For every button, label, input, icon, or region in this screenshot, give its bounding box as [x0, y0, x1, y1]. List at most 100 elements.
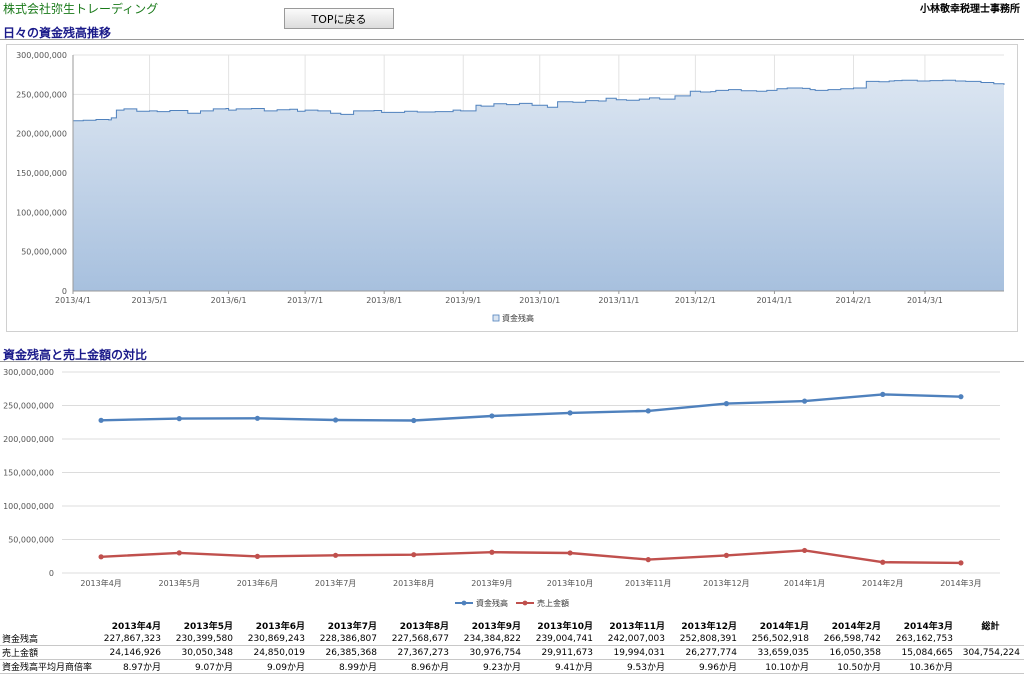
x-tick-label: 2013/9/1: [445, 296, 481, 305]
balance-point: [567, 410, 573, 416]
x-tick-label: 2014年3月: [940, 578, 981, 588]
top-button[interactable]: TOPに戻る: [284, 8, 394, 29]
table-cell: 9.96か月: [669, 659, 741, 674]
summary-table: 2013年4月 2013年5月 2013年6月 2013年7月 2013年8月 …: [0, 619, 1024, 674]
x-tick-label: 2013/5/1: [132, 296, 168, 305]
x-tick-label: 2013/10/1: [519, 296, 560, 305]
legend-marker: [461, 600, 467, 606]
y-tick-label: 300,000,000: [16, 51, 67, 60]
x-tick-label: 2014/1/1: [756, 296, 792, 305]
x-tick-label: 2013/11/1: [598, 296, 639, 305]
table-cell: 24,850,019: [237, 645, 309, 660]
sales-point: [645, 557, 651, 563]
sales-point: [489, 549, 495, 555]
column-header: 2014年1月: [759, 622, 809, 632]
legend-label: 売上金額: [537, 598, 569, 608]
x-tick-label: 2014年2月: [862, 578, 903, 588]
table-row: 資金残高 227,867,323 230,399,580 230,869,243…: [0, 632, 1024, 646]
balance-point: [254, 415, 261, 421]
y-tick-label: 0: [62, 287, 67, 296]
column-header: 2013年11月: [609, 622, 665, 632]
row-label: 資金残高平均月商倍率: [0, 659, 92, 674]
balance-area-line: [73, 79, 1005, 122]
table-cell: 29,911,673: [525, 645, 597, 660]
legend-swatch: [492, 314, 500, 322]
y-tick-label: 200,000,000: [16, 130, 67, 139]
sales-point: [254, 553, 261, 559]
table-row: 資金残高平均月商倍率 8.97か月 9.07か月 9.09か月 8.99か月 8…: [0, 659, 1024, 674]
column-header-total: 総計: [981, 622, 1000, 632]
comparison-title: 資金残高と売上金額の対比: [3, 348, 148, 362]
table-cell: 9.09か月: [237, 659, 309, 674]
table-cell: [957, 659, 1024, 674]
balance-line: [101, 393, 961, 422]
sales-point: [567, 550, 573, 556]
table-cell: [957, 632, 1024, 646]
table-cell: 30,976,754: [453, 645, 525, 660]
table-cell: 19,994,031: [597, 645, 669, 660]
balance-point: [176, 416, 182, 422]
x-tick-label: 2013/12/1: [675, 296, 716, 305]
balance-point: [801, 398, 808, 404]
table-cell: 227,568,677: [381, 632, 453, 646]
column-header: 2013年12月: [681, 622, 737, 632]
column-header: 2013年8月: [399, 622, 449, 632]
y-tick-label: 0: [49, 569, 54, 578]
sales-point: [98, 554, 104, 560]
table-cell: 304,754,224: [957, 645, 1024, 660]
balance-area: [73, 80, 1004, 291]
daily-balance-chart: 0 50,000,000 100,000,000 150,000,000 200,000…: [6, 44, 1018, 332]
table-cell: 227,867,323: [88, 632, 165, 646]
x-tick-label: 2014/3/1: [907, 296, 943, 305]
sales-line: [101, 549, 961, 565]
table-row: 売上金額 24,146,926 30,050,348 24,850,019 26…: [0, 645, 1024, 660]
table-header-row: 2013年4月 2013年5月 2013年6月 2013年7月 2013年8月 …: [0, 619, 1024, 632]
table-cell: 15,084,665: [885, 645, 957, 660]
x-tick-label: 2014/2/1: [836, 296, 872, 305]
table-cell: 30,050,348: [165, 645, 237, 660]
table-cell: 234,384,822: [453, 632, 525, 646]
x-tick-label: 2013年8月: [393, 578, 434, 588]
table-cell: 9.41か月: [525, 659, 597, 674]
table-cell: 256,502,918: [741, 632, 813, 646]
sales-point: [332, 552, 339, 558]
table-cell: 266,598,742: [813, 632, 885, 646]
daily-balance-title: 日々の資金残高推移: [3, 26, 112, 40]
comparison-chart-svg: 0 50,000,000 100,000,000 150,000,000 200,000…: [3, 368, 1000, 608]
y-tick-label: 50,000,000: [8, 536, 54, 545]
table-cell: 10.10か月: [741, 659, 813, 674]
column-header: 2013年5月: [183, 622, 233, 632]
y-tick-label: 50,000,000: [21, 248, 67, 257]
x-tick-label: 2013年4月: [80, 578, 121, 588]
daily-balance-chart-svg: 0 50,000,000 100,000,000 150,000,000 200,000…: [16, 51, 1005, 323]
legend-label: 資金残高: [476, 598, 508, 608]
table-cell: 9.07か月: [165, 659, 237, 674]
y-tick-label: 200,000,000: [3, 435, 54, 444]
column-header: 2013年4月: [111, 622, 161, 632]
row-label: 資金残高: [0, 632, 88, 646]
balance-point: [489, 413, 495, 419]
table-cell: 230,399,580: [165, 632, 237, 646]
y-tick-label: 100,000,000: [3, 502, 54, 511]
company-name: 株式会社弥生トレーディング: [3, 2, 159, 16]
office-name: 小林敬幸税理士事務所: [920, 4, 1020, 15]
table-cell: 239,004,741: [525, 632, 597, 646]
table-cell: 10.36か月: [885, 659, 957, 674]
x-tick-label: 2013年11月: [625, 578, 672, 588]
section-divider: [0, 39, 1024, 40]
y-tick-label: 150,000,000: [16, 169, 67, 178]
x-tick-label: 2013/4/1: [55, 296, 91, 305]
sales-point: [176, 550, 182, 556]
table-cell: 24,146,926: [88, 645, 165, 660]
x-tick-label: 2013/6/1: [211, 296, 247, 305]
legend-label: 資金残高: [502, 313, 534, 323]
balance-point: [98, 417, 104, 423]
table-cell: 33,659,035: [741, 645, 813, 660]
balance-point: [645, 408, 651, 414]
y-tick-label: 100,000,000: [16, 208, 67, 217]
sales-point: [411, 552, 417, 558]
table-cell: 26,385,368: [309, 645, 381, 660]
sales-point: [880, 559, 886, 565]
sales-point: [958, 560, 964, 566]
balance-point: [411, 417, 417, 424]
